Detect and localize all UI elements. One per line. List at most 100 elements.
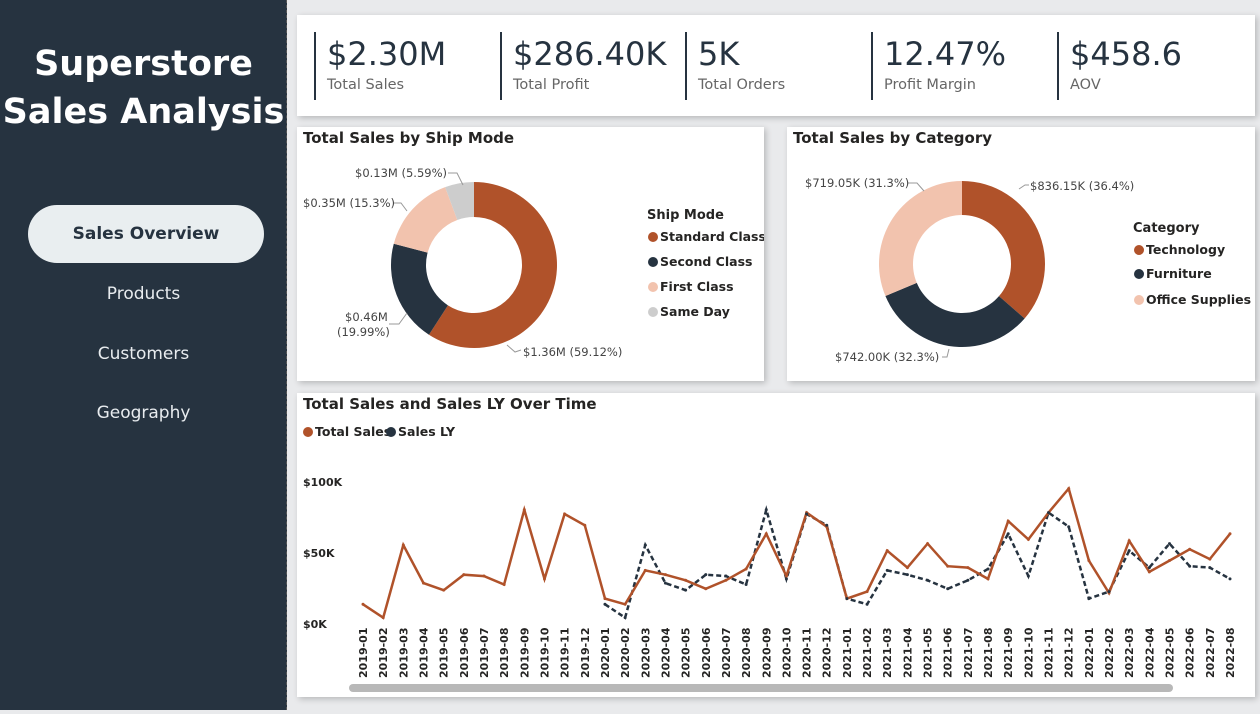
data-point-total-sales[interactable]: [381, 616, 385, 620]
data-point-total-sales[interactable]: [462, 573, 466, 577]
data-point-total-sales[interactable]: [643, 568, 647, 572]
data-point-total-sales[interactable]: [1228, 532, 1232, 536]
data-point-total-sales[interactable]: [946, 564, 950, 568]
data-point-total-sales[interactable]: [966, 566, 970, 570]
data-point-total-sales[interactable]: [502, 583, 506, 587]
data-point-sales-ly[interactable]: [845, 597, 849, 601]
legend-item-standard-class[interactable]: Standard Class: [660, 229, 764, 244]
data-point-total-sales[interactable]: [1067, 487, 1071, 491]
nav-customers[interactable]: Customers: [97, 344, 190, 364]
data-point-total-sales[interactable]: [926, 542, 930, 546]
donut-slice-office-supplies[interactable]: [879, 181, 962, 297]
data-point-total-sales[interactable]: [401, 543, 405, 547]
data-point-total-sales[interactable]: [764, 532, 768, 536]
data-point-sales-ly[interactable]: [926, 578, 930, 582]
data-point-total-sales[interactable]: [361, 602, 365, 606]
data-point-total-sales[interactable]: [986, 577, 990, 581]
data-point-sales-ly[interactable]: [1188, 564, 1192, 568]
data-point-total-sales[interactable]: [482, 574, 486, 578]
donut-slice-technology[interactable]: [962, 181, 1045, 319]
data-point-total-sales[interactable]: [623, 602, 627, 606]
donut-slice-same-day[interactable]: [445, 182, 474, 220]
data-point-total-sales[interactable]: [583, 523, 587, 527]
data-point-sales-ly[interactable]: [825, 523, 829, 527]
data-point-total-sales[interactable]: [522, 508, 526, 512]
legend-item-first-class[interactable]: First Class: [660, 279, 734, 294]
data-point-sales-ly[interactable]: [1067, 525, 1071, 529]
legend-item-office-supplies[interactable]: Office Supplies: [1146, 292, 1251, 307]
data-labels: $836.15K (36.4%) $742.00K (32.3%) $719.0…: [805, 176, 1134, 364]
data-point-sales-ly[interactable]: [724, 574, 728, 578]
donut-slice-second-class[interactable]: [391, 243, 448, 335]
data-point-sales-ly[interactable]: [684, 588, 688, 592]
data-point-total-sales[interactable]: [421, 581, 425, 585]
data-point-sales-ly[interactable]: [986, 567, 990, 571]
data-point-total-sales[interactable]: [704, 587, 708, 591]
legend-dot: [303, 427, 313, 437]
leader-line: [389, 312, 408, 325]
data-point-total-sales[interactable]: [1087, 559, 1091, 563]
data-point-sales-ly[interactable]: [1168, 542, 1172, 546]
x-tick-label: 2019-10: [538, 627, 551, 678]
data-point-sales-ly[interactable]: [663, 581, 667, 585]
data-point-total-sales[interactable]: [905, 566, 909, 570]
x-axis: 2019-01 2019-02 2019-03 2019-04 2019-05 2019-…: [357, 627, 1237, 678]
nav-geography[interactable]: Geography: [96, 403, 191, 423]
data-point-sales-ly[interactable]: [966, 578, 970, 582]
data-point-total-sales[interactable]: [885, 549, 889, 553]
data-point-sales-ly[interactable]: [603, 602, 607, 606]
data-point-total-sales[interactable]: [744, 567, 748, 571]
data-point-sales-ly[interactable]: [704, 573, 708, 577]
data-point-sales-ly[interactable]: [885, 568, 889, 572]
data-point-sales-ly[interactable]: [946, 587, 950, 591]
kpi-value: $2.30M: [327, 35, 447, 73]
data-point-sales-ly[interactable]: [623, 616, 627, 620]
data-point-total-sales[interactable]: [1006, 519, 1010, 523]
data-point-sales-ly[interactable]: [865, 602, 869, 606]
nav-sales-overview[interactable]: Sales Overview: [28, 205, 264, 263]
data-point-total-sales[interactable]: [1188, 547, 1192, 551]
legend-item-second-class[interactable]: Second Class: [660, 254, 752, 269]
data-point-total-sales[interactable]: [1168, 559, 1172, 563]
legend-item-same-day[interactable]: Same Day: [660, 304, 730, 319]
data-point-sales-ly[interactable]: [1147, 566, 1151, 570]
data-point-total-sales[interactable]: [784, 574, 788, 578]
data-point-sales-ly[interactable]: [1006, 532, 1010, 536]
data-point-sales-ly[interactable]: [764, 508, 768, 512]
data-point-total-sales[interactable]: [684, 578, 688, 582]
data-point-sales-ly[interactable]: [1026, 574, 1030, 578]
data-point-sales-ly[interactable]: [643, 543, 647, 547]
data-point-sales-ly[interactable]: [1087, 597, 1091, 601]
x-tick-label: 2020-11: [801, 628, 814, 679]
data-point-total-sales[interactable]: [724, 578, 728, 582]
data-point-total-sales[interactable]: [1208, 557, 1212, 561]
legend-item-furniture[interactable]: Furniture: [1146, 266, 1212, 281]
data-point-total-sales[interactable]: [563, 512, 567, 516]
donut-slice-furniture[interactable]: [885, 282, 1025, 347]
data-point-sales-ly[interactable]: [1107, 590, 1111, 594]
data-point-sales-ly[interactable]: [805, 512, 809, 516]
data-point-sales-ly[interactable]: [1208, 566, 1212, 570]
legend-item-sales-ly[interactable]: Sales LY: [398, 424, 456, 439]
data-point-sales-ly[interactable]: [1127, 549, 1131, 553]
data-point-total-sales[interactable]: [542, 577, 546, 581]
data-point-sales-ly[interactable]: [905, 573, 909, 577]
data-point-sales-ly[interactable]: [1228, 577, 1232, 581]
legend-item-technology[interactable]: Technology: [1146, 242, 1225, 257]
data-point-total-sales[interactable]: [1127, 539, 1131, 543]
data-point-sales-ly[interactable]: [744, 583, 748, 587]
legend-item-total-sales[interactable]: Total Sales: [315, 424, 391, 439]
nav-products[interactable]: Products: [106, 284, 181, 304]
horizontal-scrollbar[interactable]: [349, 684, 1173, 692]
data-point-total-sales[interactable]: [663, 573, 667, 577]
data-point-total-sales[interactable]: [865, 590, 869, 594]
data-point-total-sales[interactable]: [1026, 537, 1030, 541]
donut-slice-first-class[interactable]: [393, 187, 458, 253]
data-point-sales-ly[interactable]: [1047, 511, 1051, 515]
donut-slice-standard-class[interactable]: [428, 182, 558, 348]
x-tick-label: 2022-06: [1184, 627, 1197, 678]
data-point-total-sales[interactable]: [442, 588, 446, 592]
data-point-sales-ly[interactable]: [784, 577, 788, 581]
data-point-total-sales[interactable]: [1147, 570, 1151, 574]
data-point-total-sales[interactable]: [603, 597, 607, 601]
